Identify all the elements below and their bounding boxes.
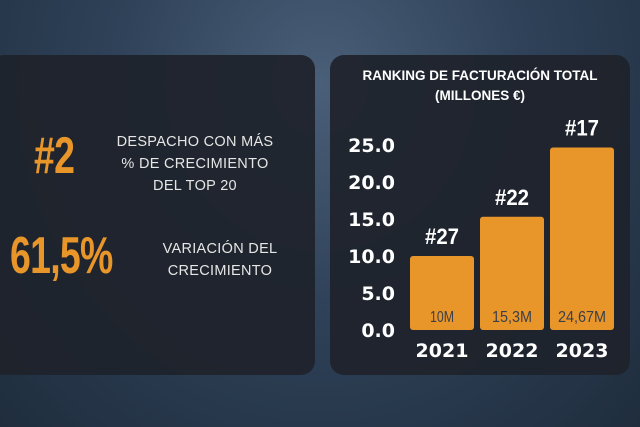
growth-stat-label: VARIACIÓN DEL CRECIMIENTO	[140, 238, 300, 282]
bar-2021	[410, 256, 474, 330]
bar-value-label: 24,67M	[558, 309, 606, 326]
y-tick-label: 5.0	[361, 283, 395, 305]
stats-panel	[0, 55, 315, 375]
bar-2023	[550, 147, 614, 330]
rank-label: #27	[425, 224, 459, 249]
y-tick-label: 20.0	[348, 172, 395, 194]
x-tick-label: 2022	[486, 340, 539, 362]
bar-value-label: 10M	[430, 309, 454, 326]
rank-stat-value: #2	[34, 127, 75, 185]
y-tick-label: 10.0	[348, 246, 395, 268]
x-tick-label: 2021	[416, 340, 469, 362]
bar-value-label: 15,3M	[492, 309, 532, 326]
rank-label: #22	[495, 185, 529, 210]
chart-subtitle: (MILLONES €)	[435, 88, 525, 103]
label-line: DEL TOP 20	[153, 178, 237, 194]
y-tick-label: 25.0	[348, 135, 395, 157]
chart-title-block: RANKING DE FACTURACIÓN TOTAL (MILLONES €…	[330, 66, 630, 106]
label-line: % DE CRECIMIENTO	[121, 156, 269, 172]
rank-label: #17	[565, 115, 599, 140]
y-tick-label: 0.0	[361, 320, 395, 342]
chart-title: RANKING DE FACTURACIÓN TOTAL	[362, 68, 598, 83]
y-tick-label: 15.0	[348, 209, 395, 231]
growth-stat-value: 61,5%	[10, 227, 113, 285]
label-line: CRECIMIENTO	[167, 263, 273, 279]
bar-2022	[480, 216, 544, 330]
rank-stat-label: DESPACHO CON MÁS % DE CRECIMIENTO DEL TO…	[100, 131, 290, 197]
label-line: DESPACHO CON MÁS	[116, 134, 274, 150]
label-line: VARIACIÓN DEL	[162, 241, 278, 257]
x-tick-label: 2023	[556, 340, 609, 362]
